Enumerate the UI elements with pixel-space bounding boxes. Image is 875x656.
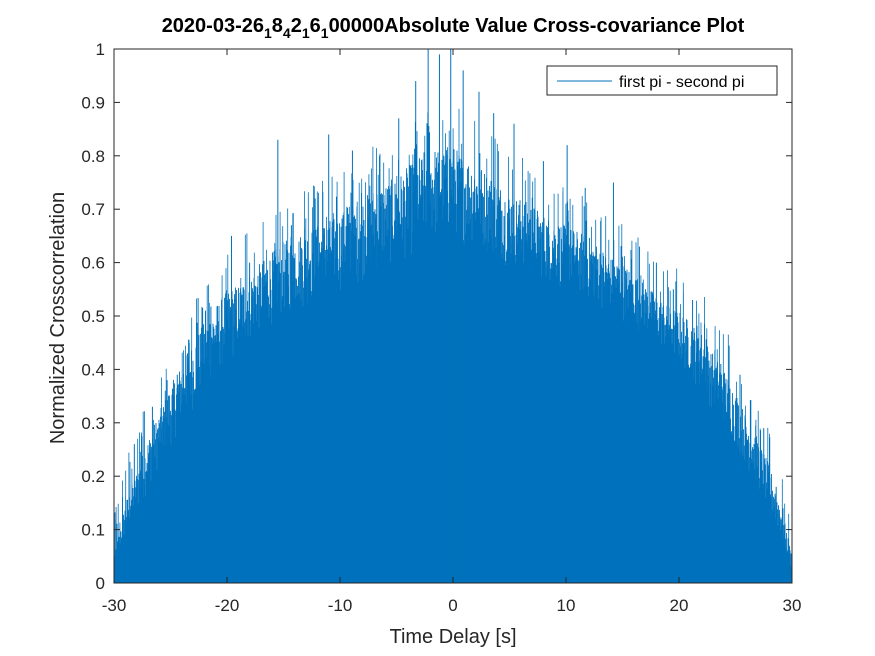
x-tick-label: 20 [670,596,689,615]
title-part: 2 [291,15,302,37]
y-tick-label: 0.6 [81,254,105,273]
x-tick-label: -30 [102,596,127,615]
title-date: 2020-03-26 [162,15,264,37]
x-tick-label: 10 [557,596,576,615]
legend: first pi - second pi [546,65,778,96]
series-texture-spikes [114,108,790,583]
x-tick-label: -20 [215,596,240,615]
x-axis: -30 -20 -10 0 10 20 30 [102,49,802,615]
y-tick-label: 1 [96,40,105,59]
title-subscript: 1 [264,25,272,41]
y-tick-label: 0.4 [81,360,105,379]
y-tick-label: 0.5 [81,307,105,326]
y-tick-label: 0.9 [81,93,105,112]
y-tick-label: 0.3 [81,414,105,433]
chart-title: 2020-03-26184216100000Absolute Value Cro… [162,15,745,41]
title-subscript: 4 [283,25,291,41]
y-tick-label: 0 [96,574,105,593]
y-tick-label: 0.1 [81,521,105,540]
x-tick-label: 30 [783,596,802,615]
title-subscript: 1 [321,25,329,41]
y-tick-label: 0.7 [81,200,105,219]
title-subscript: 1 [302,25,310,41]
data-series-first-pi-second-pi [113,49,793,583]
x-tick-label: 0 [448,596,457,615]
x-tick-label: -10 [328,596,353,615]
title-part: 6 [310,15,321,37]
x-axis-label: Time Delay [s] [389,626,516,648]
legend-entry-first-pi-second-pi: first pi - second pi [619,74,744,91]
plot-area: -30 -20 -10 0 10 20 30 00.10.20.30.40.50.60.70… [81,40,801,615]
y-axis: 0 0.1 0.2 0.3 0.4 0.5 0.6 0.7 0.8 0.9 1 [81,40,792,593]
title-tail: 00000Absolute Value Cross-covariance Plo… [329,15,745,37]
y-axis-label: Normalized Crosscorrelation [47,192,69,444]
y-tick-label: 0.8 [81,147,105,166]
title-part: 8 [272,15,283,37]
y-tick-label: 0.2 [81,467,105,486]
